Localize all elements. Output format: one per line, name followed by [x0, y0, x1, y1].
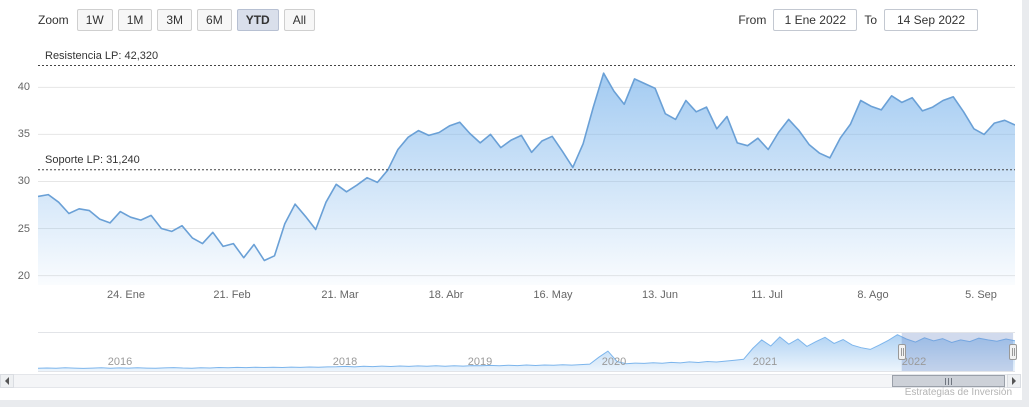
from-date-input[interactable] — [773, 9, 858, 31]
x-tick-label: 16. May — [533, 289, 573, 301]
from-label: From — [738, 13, 767, 27]
navigator-mini-chart[interactable] — [37, 333, 1016, 371]
zoom-button-ytd[interactable]: YTD — [236, 9, 279, 31]
x-axis-labels: 24. Ene 21. Feb 21. Mar 18. Abr 16. May 13. J… — [38, 289, 1015, 305]
y-tick-label: 25 — [17, 222, 30, 235]
main-plot-area[interactable] — [37, 45, 1016, 285]
price-line — [37, 72, 1016, 262]
zoom-button-1w[interactable]: 1W — [76, 9, 113, 31]
x-tick-label: 8. Ago — [857, 289, 889, 301]
navigator-year-label: 2021 — [752, 356, 778, 368]
to-date-input[interactable] — [884, 9, 978, 31]
scrollbar — [0, 374, 1021, 388]
navigator[interactable]: 2016 2018 2019 2020 2021 2022 — [37, 332, 1017, 372]
scrollbar-thumb[interactable] — [892, 375, 1005, 387]
support-annotation-label: Soporte LP: 31,240 — [45, 153, 140, 166]
to-label: To — [864, 13, 877, 27]
x-tick-label: 13. Jun — [641, 289, 679, 301]
x-tick-label: 18. Abr — [428, 289, 464, 301]
right-arrow-icon — [1012, 377, 1020, 385]
zoom-button-all[interactable]: All — [283, 9, 316, 31]
scrollbar-right-button[interactable] — [1007, 374, 1021, 388]
navigator-year-label: 2022 — [901, 356, 927, 368]
scrollbar-left-button[interactable] — [0, 374, 14, 388]
navigator-year-label: 2020 — [601, 356, 627, 368]
navigator-right-handle[interactable] — [1009, 344, 1017, 360]
credits-text: Estrategias de Inversión — [904, 387, 1012, 398]
navigator-left-handle[interactable] — [898, 344, 906, 360]
zoom-button-1m[interactable]: 1M — [117, 9, 153, 31]
navigator-year-label: 2019 — [467, 356, 493, 368]
price-area-chart[interactable] — [37, 45, 1016, 285]
navigator-selection-mask[interactable] — [901, 333, 1014, 371]
left-arrow-icon — [1, 377, 9, 385]
zoom-button-6m[interactable]: 6M — [197, 9, 232, 31]
zoom-buttons: 1W 1M 3M 6M YTD All — [76, 9, 320, 31]
zoom-label: Zoom — [38, 13, 69, 27]
x-tick-label: 21. Mar — [321, 289, 359, 301]
zoom-button-3m[interactable]: 3M — [157, 9, 193, 31]
x-tick-label: 11. Jul — [751, 289, 783, 301]
y-axis-labels: 20 25 30 35 40 — [0, 45, 32, 285]
navigator-year-label: 2016 — [107, 356, 133, 368]
y-tick-label: 20 — [17, 269, 30, 282]
x-tick-label: 24. Ene — [107, 289, 145, 301]
navigator-line — [37, 334, 1016, 369]
resistance-annotation-label: Resistencia LP: 42,320 — [45, 49, 159, 62]
x-tick-label: 5. Sep — [965, 289, 997, 301]
navigator-area-fill — [38, 334, 1015, 371]
x-tick-label: 21. Feb — [213, 289, 251, 301]
navigator-year-label: 2018 — [332, 356, 358, 368]
y-tick-label: 35 — [17, 128, 30, 141]
scrollbar-track[interactable] — [14, 374, 1007, 388]
y-tick-label: 40 — [17, 81, 30, 94]
y-tick-label: 30 — [17, 175, 30, 188]
